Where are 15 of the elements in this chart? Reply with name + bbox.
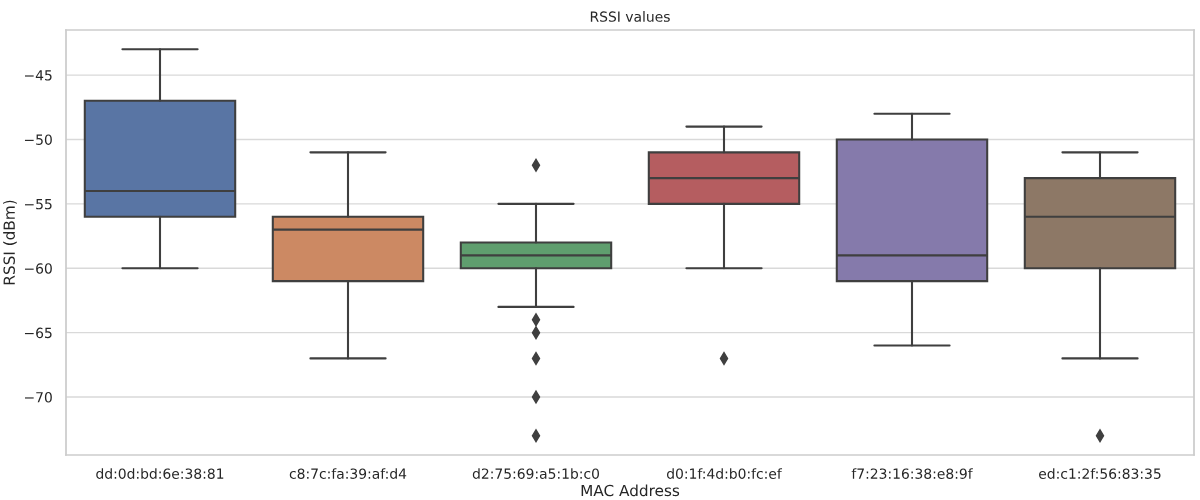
x-tick-label: dd:0d:bd:6e:38:81 — [96, 468, 224, 479]
y-tick-label: −55 — [24, 199, 52, 210]
y-tick-label: −70 — [24, 392, 52, 403]
x-axis-title: MAC Address — [581, 484, 680, 497]
y-tick-label: −50 — [24, 134, 52, 145]
y-axis-title: RSSI (dBm) — [3, 200, 17, 285]
y-tick-label: −45 — [24, 70, 52, 81]
x-tick-label: c8:7c:fa:39:af:d4 — [289, 468, 407, 479]
y-tick-label: −60 — [24, 263, 52, 274]
x-tick-label: d0:1f:4d:b0:fc:ef — [667, 468, 783, 479]
x-tick-label: f7:23:16:38:e8:9f — [851, 468, 973, 479]
y-tick-label: −65 — [24, 327, 52, 339]
x-tick-label: d2:75:69:a5:1b:c0 — [472, 468, 600, 479]
x-tick-label: ed:c1:2f:56:83:35 — [1039, 468, 1161, 479]
chart-title: RSSI values — [590, 11, 670, 22]
